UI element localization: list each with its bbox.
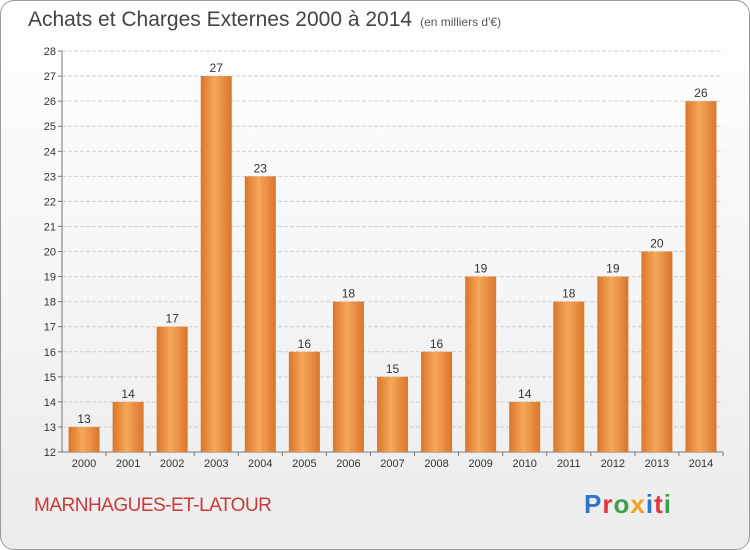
bar: [68, 426, 100, 452]
proxiti-logo[interactable]: Proxiti: [584, 489, 672, 520]
bar-chart: 12 13 14 15 16 17 18 19 20 21 22 23 24 25 26 27 28 2000 20…: [44, 46, 724, 470]
logo-letter: t: [654, 489, 664, 519]
y-tick-label: 17: [44, 322, 56, 334]
data-label: 23: [254, 161, 268, 175]
y-tick-label: 27: [44, 71, 56, 83]
bar: [377, 376, 408, 452]
y-tick-label: 15: [44, 372, 56, 384]
bars: [68, 76, 717, 452]
logo-letter: x: [630, 489, 646, 519]
y-tick-label: 22: [44, 196, 56, 208]
x-tick-label: 2002: [160, 458, 184, 470]
data-label: 14: [518, 387, 532, 401]
y-tick-label: 26: [44, 96, 56, 108]
x-tick-label: 2011: [557, 458, 581, 470]
data-label: 18: [342, 287, 356, 301]
y-tick-label: 24: [44, 146, 56, 158]
x-tick-label: 2006: [336, 458, 360, 470]
y-tick-label: 14: [44, 397, 56, 409]
bar: [332, 301, 364, 452]
bar: [553, 301, 585, 452]
data-label: 27: [210, 61, 224, 75]
data-label: 16: [430, 337, 444, 351]
y-tick-label: 23: [44, 171, 56, 183]
title-text: Achats et Charges Externes 2000 à 2014: [28, 8, 413, 31]
data-label: 20: [650, 237, 664, 251]
x-tick-label: 2009: [468, 458, 492, 470]
x-tick-label: 2000: [72, 458, 96, 470]
logo-letter: o: [613, 489, 631, 519]
data-label: 14: [121, 387, 135, 401]
x-tick-label: 2014: [689, 458, 713, 470]
x-tick-label: 2008: [424, 458, 448, 470]
data-label: 17: [165, 312, 179, 326]
logo-letter: i: [663, 489, 672, 519]
y-tick-label: 25: [44, 121, 56, 133]
logo-letter: P: [584, 489, 603, 519]
data-label: 19: [606, 262, 620, 276]
data-label: 26: [694, 86, 708, 100]
chart-subtitle: (en milliers d'€): [420, 15, 502, 29]
y-tick-label: 18: [44, 297, 56, 309]
y-tick-label: 19: [44, 272, 56, 284]
data-label: 13: [77, 412, 91, 426]
commune-name: MARNHAGUES-ET-LATOUR: [34, 495, 272, 516]
x-tick-label: 2013: [645, 458, 669, 470]
x-tick-label: 2010: [512, 458, 536, 470]
y-tick-label: 28: [44, 46, 56, 58]
x-tick-label: 2004: [248, 458, 272, 470]
y-tick-label: 12: [44, 447, 56, 459]
chart-title: Achats et Charges Externes 2000 à 2014 (e…: [28, 8, 501, 32]
x-tick-label: 2005: [292, 458, 316, 470]
bar: [597, 276, 629, 452]
y-tick-label: 13: [44, 422, 56, 434]
y-tick-label: 16: [44, 347, 56, 359]
bar: [685, 101, 717, 452]
y-tick-label: 20: [44, 247, 56, 259]
bar: [288, 351, 320, 452]
bar: [509, 401, 541, 452]
bar: [156, 326, 188, 452]
x-tick-label: 2012: [601, 458, 625, 470]
logo-letter: r: [602, 489, 614, 519]
bar: [421, 351, 453, 452]
bar: [244, 176, 276, 452]
data-label: 15: [386, 362, 400, 376]
x-tick-label: 2001: [116, 458, 140, 470]
bar: [112, 401, 144, 452]
x-tick-label: 2003: [204, 458, 228, 470]
y-tick-label: 21: [44, 221, 56, 233]
logo-letter: i: [645, 489, 655, 519]
x-tick-label: 2007: [380, 458, 404, 470]
bar: [465, 276, 497, 452]
data-label: 19: [474, 262, 488, 276]
data-label: 16: [298, 337, 312, 351]
bar: [641, 251, 673, 452]
bar: [200, 76, 232, 452]
data-labels: 13 14 17 27 23 16 18 15 16 19 14 18 19 20 26: [77, 61, 708, 426]
data-label: 18: [562, 287, 576, 301]
